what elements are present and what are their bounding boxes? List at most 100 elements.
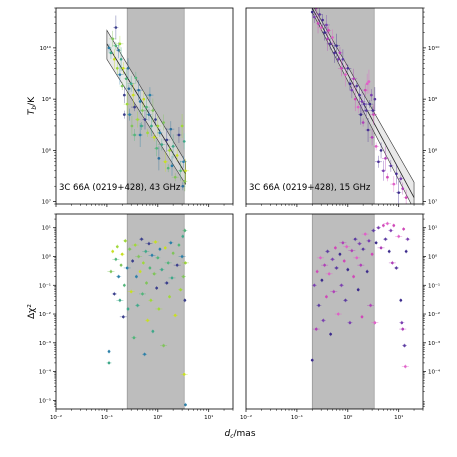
data-point bbox=[152, 272, 156, 276]
y-tick-label: 10¹ bbox=[428, 225, 437, 232]
data-point bbox=[370, 93, 373, 97]
data-point bbox=[395, 172, 398, 176]
data-point bbox=[353, 97, 357, 101]
data-point bbox=[154, 118, 157, 121]
data-point bbox=[327, 272, 331, 276]
data-point bbox=[402, 227, 405, 231]
data-point bbox=[401, 327, 405, 331]
y-tick-label: 10⁻⁴ bbox=[428, 369, 441, 376]
data-point bbox=[115, 245, 119, 248]
data-point bbox=[369, 304, 372, 307]
data-point bbox=[318, 13, 321, 16]
data-point bbox=[160, 268, 164, 271]
y-tick-label: 10⁻¹ bbox=[428, 282, 440, 289]
data-point bbox=[340, 283, 343, 287]
y-tick-label: 10⁹ bbox=[428, 96, 437, 103]
data-point bbox=[180, 124, 184, 128]
data-point bbox=[162, 121, 165, 124]
data-point bbox=[374, 145, 378, 148]
fit-line bbox=[311, 8, 415, 198]
data-point bbox=[138, 270, 142, 273]
data-point bbox=[399, 177, 403, 181]
data-point bbox=[151, 109, 155, 112]
data-point bbox=[129, 82, 133, 86]
data-point bbox=[348, 321, 352, 324]
data-point bbox=[334, 246, 337, 250]
data-point bbox=[140, 124, 143, 128]
data-point bbox=[170, 276, 174, 280]
data-point bbox=[344, 299, 347, 302]
data-point bbox=[124, 239, 127, 243]
data-point bbox=[314, 327, 318, 331]
data-point bbox=[313, 283, 316, 287]
data-point bbox=[367, 239, 371, 243]
panel-top-right: 10⁷ 10⁸ 10⁹ 10¹⁰ 3C 66A (0219+428), 15 GHz bbox=[245, 7, 440, 207]
data-point bbox=[319, 256, 322, 260]
data-point bbox=[168, 149, 171, 152]
data-point bbox=[166, 166, 170, 170]
data-point bbox=[113, 57, 116, 61]
y-tick-label: 10⁻² bbox=[39, 311, 51, 318]
data-point bbox=[157, 157, 161, 160]
data-point bbox=[131, 259, 134, 263]
data-point bbox=[148, 266, 152, 270]
data-point bbox=[358, 93, 361, 97]
data-point bbox=[310, 10, 314, 14]
data-point bbox=[341, 57, 345, 61]
data-point bbox=[133, 133, 136, 137]
data-point bbox=[152, 136, 156, 139]
y-tick-label: 10⁷ bbox=[428, 199, 437, 206]
data-point bbox=[382, 169, 385, 173]
data-point bbox=[331, 36, 334, 39]
data-point bbox=[107, 46, 111, 50]
y-tick-label: 10⁰ bbox=[42, 253, 52, 260]
data-point bbox=[382, 224, 385, 227]
data-point bbox=[374, 241, 378, 245]
data-point bbox=[377, 226, 380, 230]
data-point bbox=[118, 299, 122, 302]
data-point bbox=[179, 288, 182, 292]
data-point bbox=[183, 229, 187, 232]
data-point bbox=[109, 270, 113, 273]
data-point bbox=[317, 304, 321, 307]
shaded-region bbox=[126, 214, 185, 409]
data-point bbox=[340, 66, 343, 70]
data-point bbox=[184, 261, 187, 265]
data-point bbox=[350, 249, 354, 252]
data-point bbox=[168, 295, 171, 299]
data-point bbox=[352, 275, 355, 278]
data-point bbox=[397, 191, 401, 194]
data-point bbox=[147, 113, 151, 116]
data-point bbox=[379, 246, 383, 250]
data-point bbox=[326, 250, 329, 253]
y-tick-label: 10⁻³ bbox=[428, 340, 440, 347]
data-point bbox=[323, 31, 326, 34]
data-point bbox=[157, 307, 161, 311]
x-tick-label: 10⁻¹ bbox=[101, 414, 113, 421]
data-point bbox=[141, 292, 144, 296]
data-point bbox=[133, 105, 136, 109]
data-point bbox=[341, 241, 345, 245]
data-point bbox=[126, 307, 130, 311]
data-point bbox=[333, 51, 336, 55]
y-axis-label: Tb/K bbox=[27, 96, 38, 115]
data-point bbox=[175, 263, 179, 267]
x-axis-label: dc/mas bbox=[224, 429, 255, 440]
axes-frame bbox=[245, 7, 424, 205]
data-point bbox=[111, 250, 115, 253]
data-point bbox=[150, 124, 153, 128]
data-point bbox=[367, 80, 371, 83]
data-point bbox=[120, 84, 124, 88]
data-point bbox=[138, 100, 142, 103]
data-point bbox=[130, 124, 134, 128]
panel-annotation: 3C 66A (0219+428), 43 GHz bbox=[59, 183, 181, 193]
data-point bbox=[356, 288, 360, 292]
data-point bbox=[170, 164, 174, 168]
data-point bbox=[182, 275, 185, 278]
data-point bbox=[165, 281, 169, 285]
data-point bbox=[325, 295, 328, 299]
data-point bbox=[395, 266, 398, 270]
data-point bbox=[355, 256, 359, 260]
y-tick-label: 10⁻⁵ bbox=[39, 397, 51, 404]
data-point bbox=[109, 51, 113, 55]
